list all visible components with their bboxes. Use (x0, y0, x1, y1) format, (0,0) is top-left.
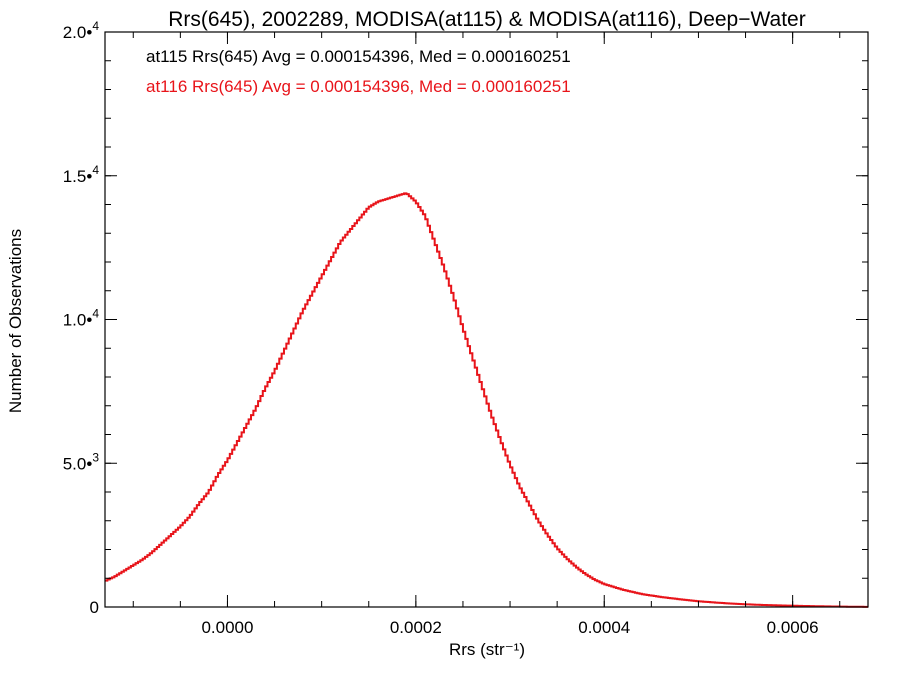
y-tick-exponent: 4 (92, 19, 99, 33)
plot-area (105, 192, 868, 608)
x-axis: 0.0000 0.0002 0.0004 0.0006 (132, 32, 841, 637)
x-tick-label: 0.0000 (201, 618, 253, 637)
annotation-at115: at115 Rrs(645) Avg = 0.000154396, Med = … (146, 47, 571, 66)
y-tick-exponent: 4 (92, 163, 99, 177)
x-tick-label: 0.0004 (578, 618, 630, 637)
y-axis-label: Number of Observations (6, 229, 25, 413)
y-tick-mantissa: 0 (90, 598, 99, 617)
series-at116-step-line (105, 192, 868, 608)
y-axis: 05.0•31.0•41.5•42.0•4 (63, 19, 868, 617)
y-tick-label: 5.0•3 (63, 450, 100, 473)
y-tick-label: 1.0•4 (63, 307, 100, 330)
annotation-at116: at116 Rrs(645) Avg = 0.000154396, Med = … (146, 77, 571, 96)
y-tick-mantissa: 1.5• (63, 167, 93, 186)
y-tick-exponent: 3 (92, 450, 99, 464)
y-tick-label: 2.0•4 (63, 19, 100, 42)
x-tick-label: 0.0006 (767, 618, 819, 637)
y-tick-exponent: 4 (92, 307, 99, 321)
y-tick-mantissa: 2.0• (63, 23, 93, 42)
y-tick-label: 0 (90, 598, 99, 617)
chart-title: Rrs(645), 2002289, MODISA(at115) & MODIS… (168, 8, 805, 31)
plot-frame (104, 31, 869, 608)
x-axis-label: Rrs (str⁻¹) (449, 640, 525, 659)
y-tick-mantissa: 5.0• (63, 454, 93, 473)
x-tick-label: 0.0002 (390, 618, 442, 637)
y-tick-label: 1.5•4 (63, 163, 100, 186)
y-tick-mantissa: 1.0• (63, 311, 93, 330)
